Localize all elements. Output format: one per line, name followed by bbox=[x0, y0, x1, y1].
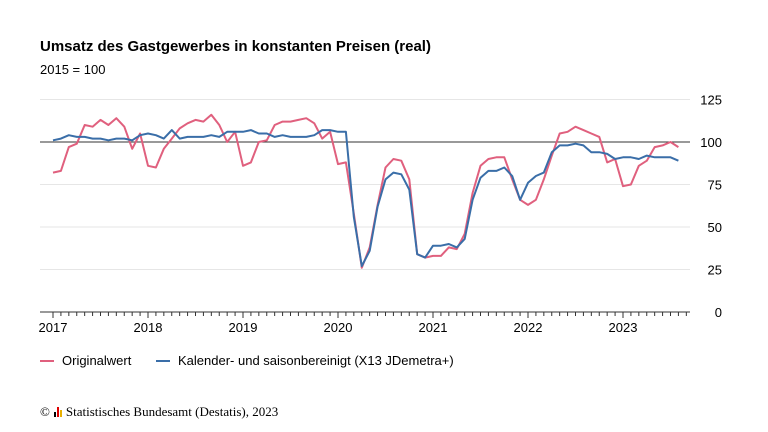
x-tick-label: 2021 bbox=[419, 320, 448, 335]
chart-title: Umsatz des Gastgewerbes in konstanten Pr… bbox=[40, 38, 431, 55]
y-tick-label: 100 bbox=[700, 135, 722, 150]
source-text: Statistisches Bundesamt (Destatis), 2023 bbox=[65, 404, 279, 419]
x-tick-label: 2019 bbox=[229, 320, 258, 335]
x-tick-label: 2020 bbox=[324, 320, 353, 335]
legend-item-original: Originalwert bbox=[40, 353, 131, 368]
destatis-logo-icon bbox=[53, 407, 62, 417]
legend-item-adjusted: Kalender- und saisonbereinigt (X13 JDeme… bbox=[156, 353, 454, 368]
chart-subtitle: 2015 = 100 bbox=[40, 62, 106, 77]
y-tick-label: 50 bbox=[708, 220, 722, 235]
x-tick-label: 2022 bbox=[514, 320, 543, 335]
y-tick-label: 75 bbox=[708, 178, 722, 193]
x-tick-label: 2017 bbox=[39, 320, 68, 335]
y-tick-label: 25 bbox=[708, 263, 722, 278]
source-footer: © Statistisches Bundesamt (Destatis), 202… bbox=[40, 404, 278, 420]
series-line-original bbox=[52, 113, 679, 269]
legend-swatch bbox=[156, 359, 170, 362]
y-tick-label: 125 bbox=[700, 93, 722, 108]
legend-swatch bbox=[40, 359, 54, 362]
legend-label: Kalender- und saisonbereinigt (X13 JDeme… bbox=[178, 353, 454, 368]
legend-label: Originalwert bbox=[62, 353, 132, 368]
copyright-symbol: © bbox=[40, 404, 50, 419]
y-tick-label: 0 bbox=[715, 305, 722, 320]
series-line-adjusted bbox=[52, 129, 679, 268]
x-tick-label: 2023 bbox=[609, 320, 638, 335]
x-tick-label: 2018 bbox=[134, 320, 163, 335]
